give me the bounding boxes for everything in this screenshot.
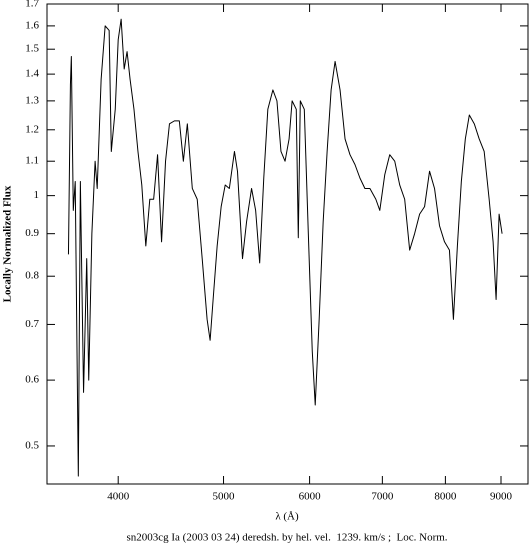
x-tick-label: 8000 [434,491,457,503]
spectrum-line [67,18,503,477]
y-tick-label: 1.1 [25,155,39,167]
y-tick-label: 0.6 [25,374,39,386]
y-tick-label: 1.4 [25,68,39,80]
y-tick-label: 0.5 [25,439,39,451]
x-tick-label: 9000 [490,491,513,503]
y-tick-label: 1.3 [25,94,39,106]
x-tick-label: 5000 [213,491,236,503]
y-tick-label: 1.7 [25,0,39,10]
y-tick-label: 0.8 [25,270,39,282]
y-tick-label: 0.7 [25,318,39,330]
x-tick-label: 7000 [371,491,394,503]
y-axis-label: Locally Normalized Flux [2,185,14,302]
y-tick-label: 1.6 [25,19,39,31]
chart-title: sn2003cg Ia (2003 03 24) deredsh. by hel… [126,532,447,544]
y-tick-label: 0.9 [25,227,39,239]
y-tick-label: 1.5 [25,43,39,55]
y-tick-label: 1.2 [25,123,39,135]
x-axis-label: λ (Å) [275,511,299,523]
x-tick-label: 4000 [107,491,130,503]
plot-frame [46,3,529,485]
y-tick-label: 1 [34,189,40,201]
x-tick-label: 6000 [299,491,322,503]
